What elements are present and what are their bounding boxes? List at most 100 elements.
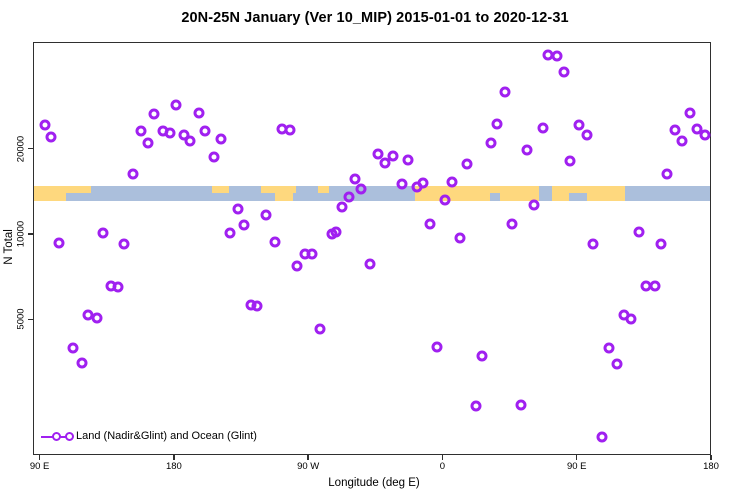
data-point [232,203,244,215]
data-point [558,66,570,78]
data-point [439,194,451,206]
legend-label: Land (Nadir&Glint) and Ocean (Glint) [76,430,257,442]
data-point [603,342,615,354]
data-point [53,237,64,249]
x-axis-label: Longitude (deg E) [328,477,420,489]
data-point [39,119,51,131]
data-point [215,133,227,145]
data-point [454,232,466,244]
data-point [506,218,518,230]
data-point [184,135,196,147]
data-point [611,358,622,370]
data-point [655,238,667,250]
data-point [269,236,281,248]
data-point [76,357,88,369]
y-axis-label: N Total [3,229,15,265]
land-segment [318,186,329,194]
data-point [349,173,361,185]
ocean-notch [538,186,553,201]
data-point [691,123,703,135]
data-point [91,312,103,324]
data-point [355,183,367,195]
data-point [676,135,688,147]
data-point [238,219,249,231]
y-tick-label: 20000 [15,135,27,162]
data-point [521,144,533,156]
data-point [564,155,576,167]
x-tick-mark [441,455,444,460]
x-tick-label: 90 E [29,461,50,472]
data-point [596,431,608,443]
data-point [97,227,109,239]
land-segment [274,193,293,201]
y-tick-mark [28,318,33,321]
x-tick-mark [173,455,175,460]
data-point [135,125,147,137]
ocean-notch [568,193,587,201]
x-tick-mark [38,455,41,460]
data-point [199,125,211,137]
x-tick-label: 90 E [566,461,587,472]
data-point [387,150,399,162]
data-point [45,131,57,143]
data-point [260,209,272,221]
data-point [127,168,139,180]
data-point [515,399,527,411]
data-point [372,148,384,160]
legend-point-icon [65,432,74,441]
data-point [306,248,318,260]
data-point [446,176,458,188]
data-point [284,124,296,136]
data-point [470,400,482,412]
x-tick-label: 90 W [297,461,320,472]
data-point [424,218,436,230]
data-point [499,86,511,98]
data-point [461,158,473,170]
x-tick-mark [307,455,309,460]
data-point [581,129,593,141]
data-point [178,129,190,141]
chart-title: 20N-25N January (Ver 10_MIP) 2015-01-01 … [181,10,569,26]
data-point [364,258,376,270]
x-tick-mark [576,455,578,460]
y-tick-label: 5000 [15,308,27,331]
data-point [684,107,696,119]
data-point [112,281,124,293]
data-point [330,226,342,238]
y-tick-mark [28,147,33,150]
data-point [148,108,160,120]
ocean-notch [489,193,501,201]
data-point [537,122,549,134]
data-point [396,178,408,190]
data-point [193,107,205,119]
data-point [431,341,443,353]
x-tick-label: 180 [165,461,182,472]
data-point [669,124,681,136]
data-point [402,154,414,166]
data-point [699,129,711,141]
data-point [118,238,130,250]
data-point [379,157,391,169]
data-point [476,350,488,362]
x-tick-mark [710,455,712,460]
data-point [661,168,673,180]
data-point [251,300,263,312]
data-point [343,191,355,203]
data-point [528,199,540,211]
legend-point-icon [52,432,61,441]
map-strip [34,186,710,201]
data-point [417,177,429,189]
data-point [314,323,326,335]
data-point [170,99,182,111]
data-point [649,280,661,292]
data-point [336,201,348,213]
data-point [291,260,303,272]
data-point [551,50,563,62]
data-point [67,342,79,354]
data-point [485,137,497,149]
y-tick-label: 10000 [15,220,27,248]
data-point [625,313,637,325]
data-point [208,151,220,163]
data-point [573,119,585,131]
